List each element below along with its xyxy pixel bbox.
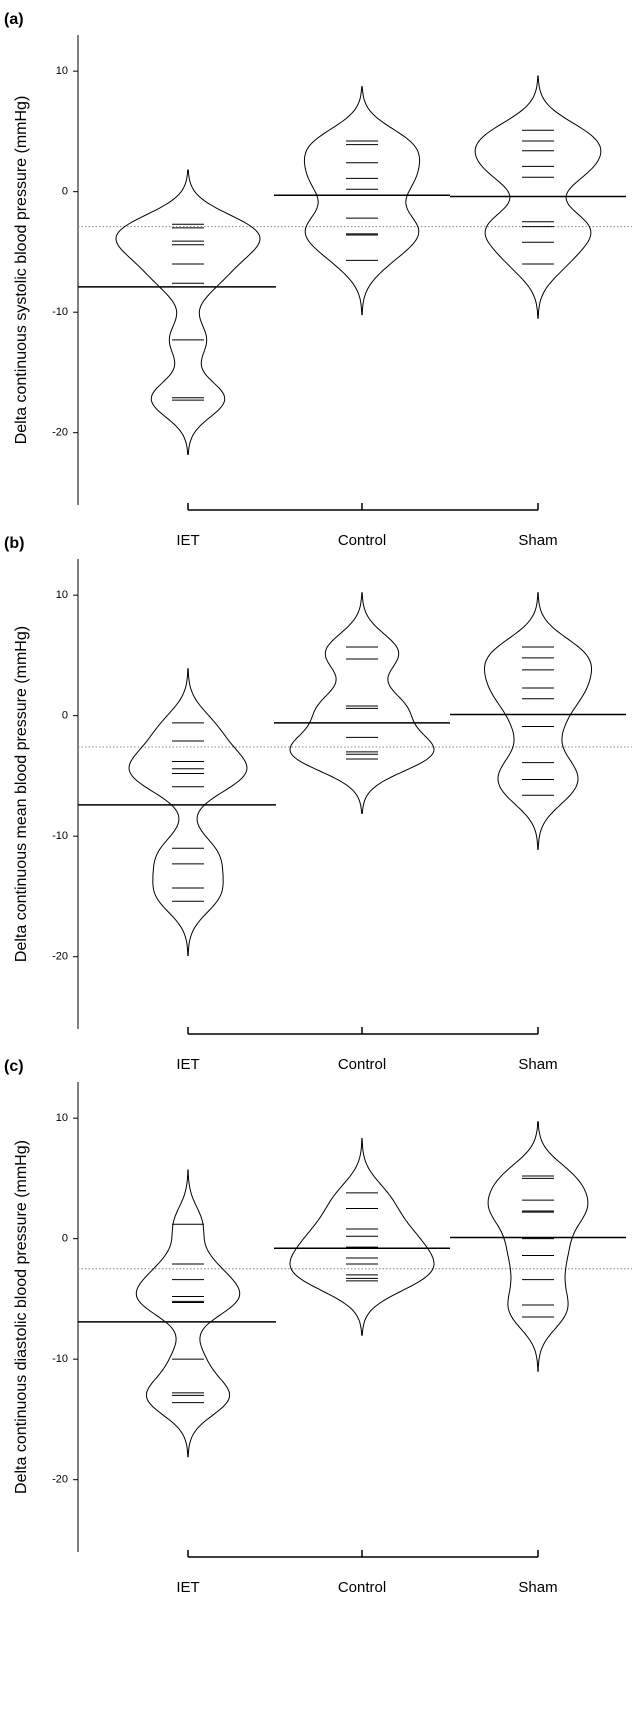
x-tick-label: Control [338, 1579, 386, 1596]
x-tick-label: IET [176, 532, 199, 549]
y-tick-label: -20 [52, 427, 68, 439]
x-tick-label: IET [176, 1056, 199, 1073]
y-tick-label: -10 [52, 1353, 68, 1365]
bean [484, 592, 592, 850]
x-tick-label: IET [176, 1579, 199, 1596]
bean [303, 86, 421, 316]
bean [115, 169, 261, 455]
y-tick-label: 10 [56, 589, 68, 601]
y-axis-label: Delta continuous diastolic blood pressur… [13, 1140, 30, 1494]
y-tick-label: -10 [52, 306, 68, 318]
y-tick-label: 10 [56, 65, 68, 77]
bean [289, 1138, 435, 1336]
bean [128, 668, 248, 956]
panel-label: (b) [4, 535, 24, 552]
x-tick-label: Sham [518, 1056, 557, 1073]
bean [289, 592, 435, 814]
x-tick-label: Sham [518, 532, 557, 549]
y-tick-label: 0 [62, 1233, 68, 1245]
y-tick-label: 10 [56, 1112, 68, 1124]
y-tick-label: -20 [52, 1474, 68, 1486]
x-tick-label: Sham [518, 1579, 557, 1596]
y-tick-label: 0 [62, 710, 68, 722]
y-tick-label: -10 [52, 830, 68, 842]
bean [135, 1169, 241, 1458]
x-tick-label: Control [338, 532, 386, 549]
y-tick-label: -20 [52, 951, 68, 963]
bean [474, 75, 602, 319]
y-axis-label: Delta continuous mean blood pressure (mm… [13, 626, 30, 962]
panel-label: (c) [4, 1058, 24, 1075]
y-tick-label: 0 [62, 186, 68, 198]
bean [487, 1121, 589, 1372]
panel-label: (a) [4, 11, 24, 28]
y-axis-label: Delta continuous systolic blood pressure… [13, 96, 30, 445]
x-tick-label: Control [338, 1056, 386, 1073]
